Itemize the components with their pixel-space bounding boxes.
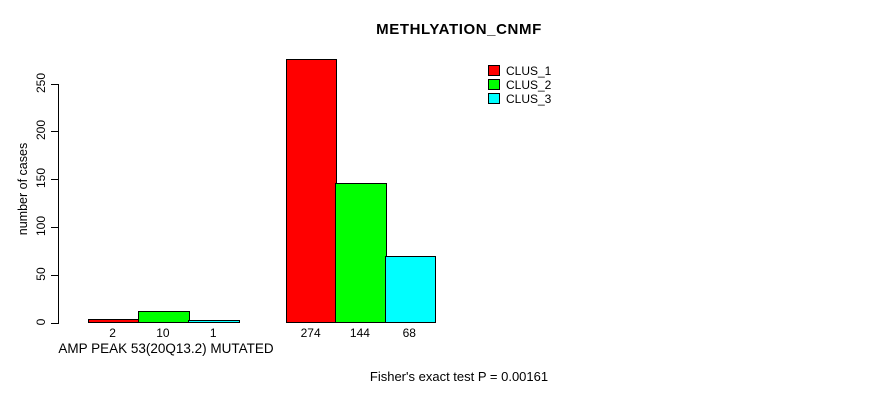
bar-clus_3-group1 (188, 320, 241, 323)
bar-value-label: 1 (209, 326, 217, 340)
legend-swatch-icon (488, 65, 500, 76)
y-tick (51, 131, 58, 133)
bar-clus_3-group2 (384, 255, 436, 323)
bar-value-label: 10 (156, 326, 170, 340)
y-tick (51, 227, 58, 229)
chart-title: METHLYATION_CNMF (376, 21, 542, 38)
y-axis-line (58, 83, 59, 324)
bar-value-label: 68 (402, 326, 416, 340)
legend-swatch-icon (488, 79, 500, 90)
bar-clus_2-group2 (335, 183, 387, 323)
bar-value-label: 144 (349, 326, 370, 340)
annotation-text: Fisher's exact test P = 0.00161 (369, 369, 549, 384)
y-tick (51, 83, 58, 85)
y-tick-label: 50 (34, 267, 48, 281)
bar-value-label: 2 (109, 326, 116, 340)
bar-clus_2-group1 (137, 311, 191, 323)
y-tick-label: 0 (34, 318, 48, 326)
legend-label: CLUS_3 (506, 92, 552, 106)
y-tick-label: 150 (34, 168, 48, 189)
y-tick-label: 250 (34, 72, 48, 93)
y-tick (51, 275, 58, 277)
bar-clus_1-group1 (87, 319, 140, 323)
legend-label: CLUS_2 (506, 78, 552, 92)
bar-clus_1-group2 (286, 58, 338, 323)
legend-swatch-icon (488, 93, 500, 104)
y-tick (51, 323, 58, 324)
bar-value-label: 274 (300, 326, 321, 340)
y-tick-label: 200 (34, 120, 48, 141)
x-axis-label: AMP PEAK 53(20Q13.2) MUTATED (58, 341, 274, 356)
legend-label: CLUS_1 (506, 64, 552, 78)
y-tick-label: 100 (34, 216, 48, 237)
y-axis-label: number of cases (16, 142, 30, 236)
y-tick (51, 179, 58, 181)
